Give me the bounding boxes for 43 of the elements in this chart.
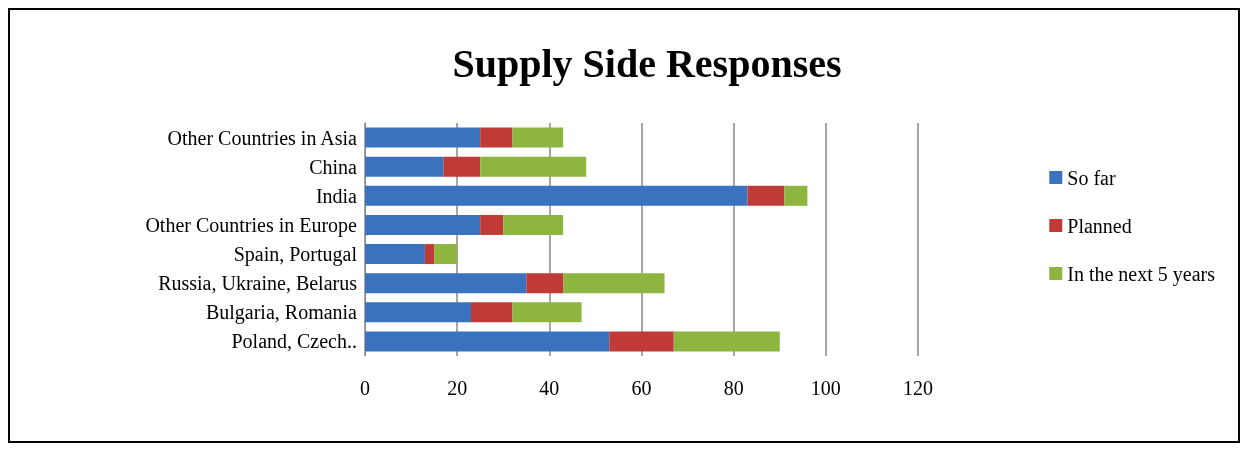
x-tick-label: 20 <box>447 377 468 399</box>
bar <box>480 156 587 177</box>
bar <box>365 127 481 148</box>
bar <box>563 273 665 294</box>
y-tick-label: Other Countries in Europe <box>145 213 358 237</box>
bar <box>365 244 425 265</box>
bar <box>365 156 444 177</box>
chart-title: Supply Side Responses <box>452 40 842 86</box>
bar <box>424 244 435 265</box>
x-tick-label: 0 <box>360 377 370 399</box>
bar <box>365 273 527 294</box>
bar <box>526 273 564 294</box>
bar <box>470 302 513 323</box>
x-tick-label: 60 <box>631 377 652 399</box>
bar <box>747 185 785 206</box>
bar <box>609 331 674 352</box>
bar <box>480 127 513 148</box>
y-tick-label: Poland, Czech.. <box>231 330 357 353</box>
y-tick-label: Russia, Ukraine, Belarus <box>158 272 358 295</box>
bar <box>434 244 458 265</box>
x-tick-label: 40 <box>539 377 560 399</box>
bar <box>365 331 610 352</box>
legend-label: So far <box>1067 166 1116 189</box>
bar <box>365 302 471 323</box>
bar <box>365 185 748 206</box>
bar <box>784 185 808 206</box>
legend-label: Planned <box>1067 214 1132 237</box>
y-tick-label: Spain, Portugal <box>233 243 358 267</box>
bar <box>503 214 564 235</box>
y-tick-label: Bulgaria, Romania <box>205 301 358 325</box>
y-tick-label: India <box>315 184 358 207</box>
y-tick-label: China <box>309 155 358 178</box>
x-tick-label: 80 <box>723 377 744 399</box>
bar <box>365 214 481 235</box>
bar <box>512 302 582 323</box>
x-tick-label: 120 <box>903 377 933 399</box>
bar <box>673 331 780 352</box>
legend-label: In the next 5 years <box>1067 262 1216 286</box>
y-tick-label: Other Countries in Asia <box>167 126 358 149</box>
bar <box>443 156 481 177</box>
x-tick-label: 100 <box>810 377 841 399</box>
bar <box>480 214 504 235</box>
bar <box>512 127 564 148</box>
